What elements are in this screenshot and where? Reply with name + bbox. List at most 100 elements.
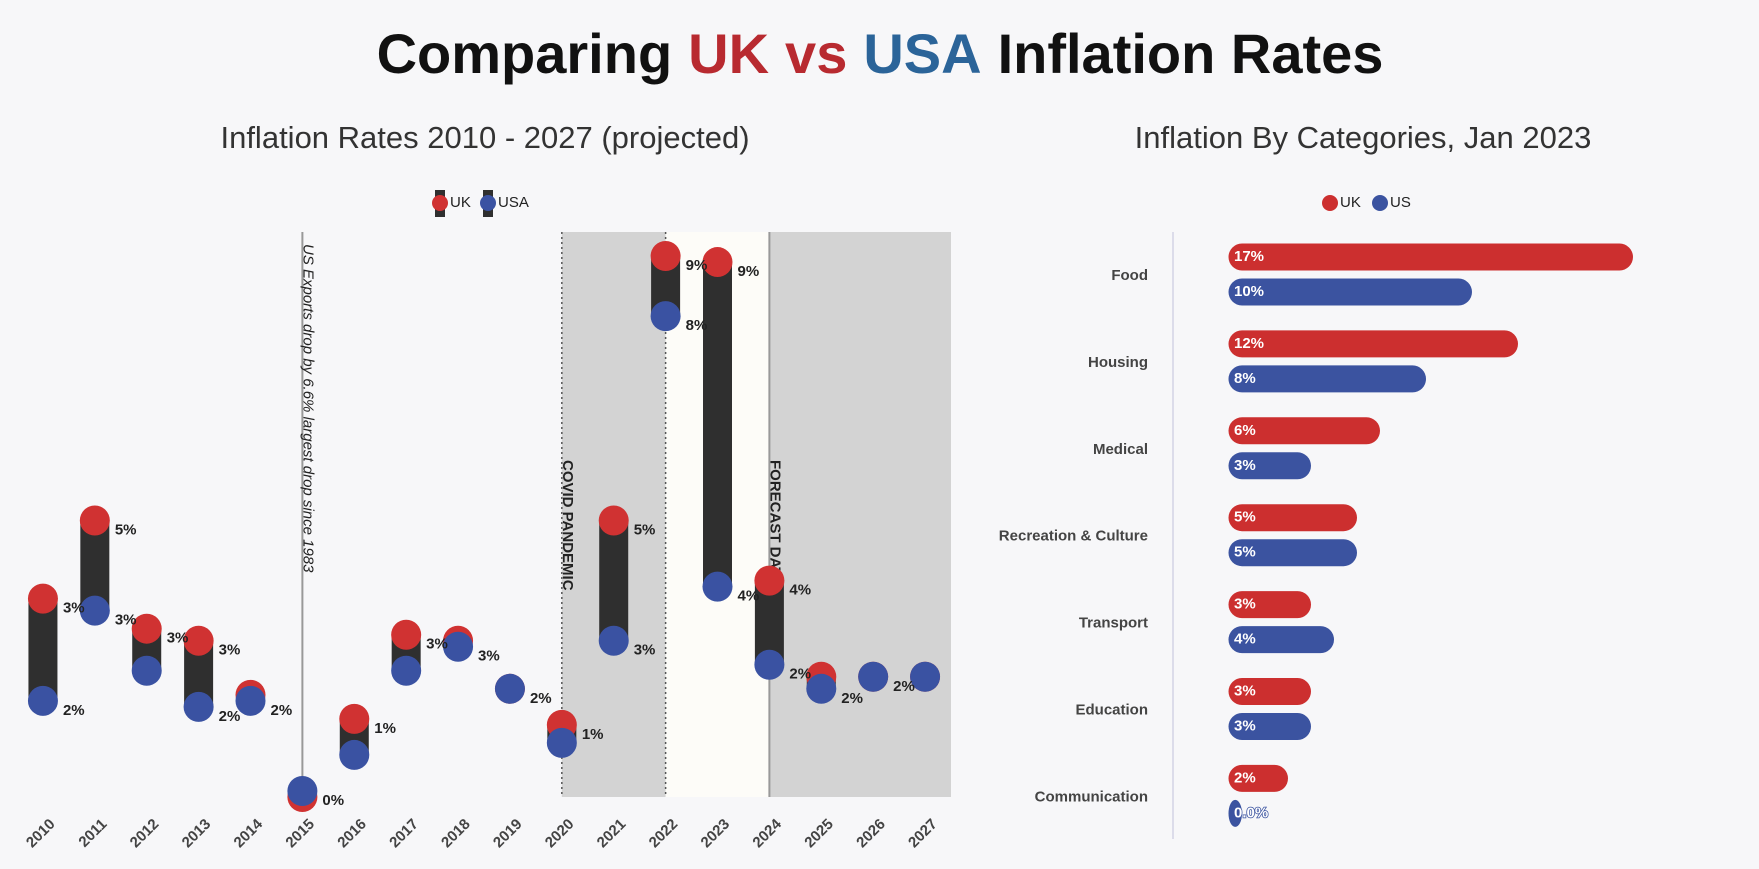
bar — [1228, 539, 1357, 567]
bar — [1228, 417, 1380, 445]
value-label: 5% — [115, 521, 137, 538]
point — [702, 247, 733, 278]
point — [546, 727, 577, 758]
value-label: 6% — [1234, 422, 1256, 439]
chart-title: Inflation By Categories, Jan 2023 — [1135, 120, 1592, 155]
point — [806, 673, 837, 704]
value-label: 17% — [1234, 248, 1264, 265]
point — [235, 685, 266, 716]
title-part: Comparing — [377, 22, 673, 85]
point — [183, 691, 214, 722]
bar — [1228, 330, 1518, 358]
point — [287, 775, 318, 806]
point — [391, 655, 422, 686]
point — [131, 613, 162, 644]
legend-label: UK — [450, 194, 471, 211]
legend-label: UK — [1340, 194, 1361, 211]
value-label: 3% — [426, 636, 448, 653]
value-label: 1% — [374, 720, 396, 737]
category-label: Education — [1075, 701, 1148, 718]
value-label: 9% — [686, 257, 708, 274]
value-label: 12% — [1234, 335, 1264, 352]
value-label: 8% — [686, 317, 708, 334]
point — [27, 685, 58, 716]
chart-title: Inflation Rates 2010 - 2027 (projected) — [220, 120, 749, 155]
annotation-text: US Exports drop by 6.6% largest drop sin… — [299, 244, 316, 573]
value-label: 2% — [271, 702, 293, 719]
bar — [1228, 365, 1426, 393]
value-label: 3% — [478, 648, 500, 665]
point — [598, 505, 629, 536]
value-label: 4% — [1234, 631, 1256, 648]
range-bar — [80, 520, 110, 611]
bar — [1228, 278, 1472, 306]
point — [858, 661, 889, 692]
title-part: Inflation Rates — [998, 22, 1384, 85]
title-part: USA — [863, 22, 981, 85]
value-label: 3% — [1234, 682, 1256, 699]
value-label: 2% — [1234, 769, 1256, 786]
value-label: 0.0% — [1234, 804, 1268, 821]
value-label: 2% — [789, 666, 811, 683]
category-label: Medical — [1093, 441, 1148, 458]
point — [79, 505, 110, 536]
value-label: 2% — [63, 702, 85, 719]
bar — [1228, 799, 1242, 827]
value-label: 3% — [63, 600, 85, 617]
bar — [1228, 591, 1311, 619]
legend-marker — [432, 195, 448, 211]
bar — [1228, 626, 1334, 654]
point — [494, 673, 525, 704]
point — [131, 655, 162, 686]
value-label: 3% — [634, 642, 656, 659]
range-bar — [599, 520, 629, 641]
title-part: UK — [688, 22, 769, 85]
value-label: 3% — [219, 642, 241, 659]
value-label: 2% — [893, 678, 915, 695]
point — [754, 649, 785, 680]
value-label: 3% — [115, 612, 137, 629]
point — [702, 571, 733, 602]
point — [754, 565, 785, 596]
value-label: 3% — [1234, 596, 1256, 613]
point — [339, 703, 370, 734]
value-label: 2% — [841, 690, 863, 707]
bar — [1228, 764, 1288, 792]
category-label: Food — [1111, 267, 1148, 284]
value-label: 0% — [322, 792, 344, 809]
shaded-region — [769, 232, 951, 797]
value-label: 8% — [1234, 370, 1256, 387]
value-label: 4% — [738, 588, 760, 605]
value-label: 5% — [1234, 509, 1256, 526]
point — [910, 661, 941, 692]
point — [391, 619, 422, 650]
category-label: Housing — [1088, 354, 1148, 371]
range-bar — [703, 262, 732, 587]
value-label: 5% — [1234, 544, 1256, 561]
point — [650, 241, 681, 272]
point — [27, 583, 58, 614]
point — [183, 625, 214, 656]
value-label: 3% — [1234, 717, 1256, 734]
bar — [1228, 504, 1357, 532]
bar — [1228, 713, 1311, 740]
point — [339, 739, 370, 770]
point — [598, 625, 629, 656]
main-title: Comparing UK vs USA Inflation Rates — [377, 22, 1384, 85]
value-label: 4% — [789, 582, 811, 599]
point — [443, 631, 474, 662]
title-part: vs — [785, 22, 847, 85]
value-label: 2% — [530, 690, 552, 707]
annotation-text: FORECAST DATA — [766, 460, 783, 586]
value-label: 5% — [634, 521, 656, 538]
value-label: 2% — [219, 708, 241, 725]
value-label: 1% — [582, 726, 604, 743]
category-label: Communication — [1035, 788, 1148, 805]
legend-label: US — [1390, 194, 1411, 211]
point — [650, 301, 681, 332]
range-bar — [28, 598, 58, 701]
category-label: Transport — [1079, 615, 1148, 632]
legend-marker — [480, 195, 496, 211]
legend-marker — [1322, 195, 1338, 211]
